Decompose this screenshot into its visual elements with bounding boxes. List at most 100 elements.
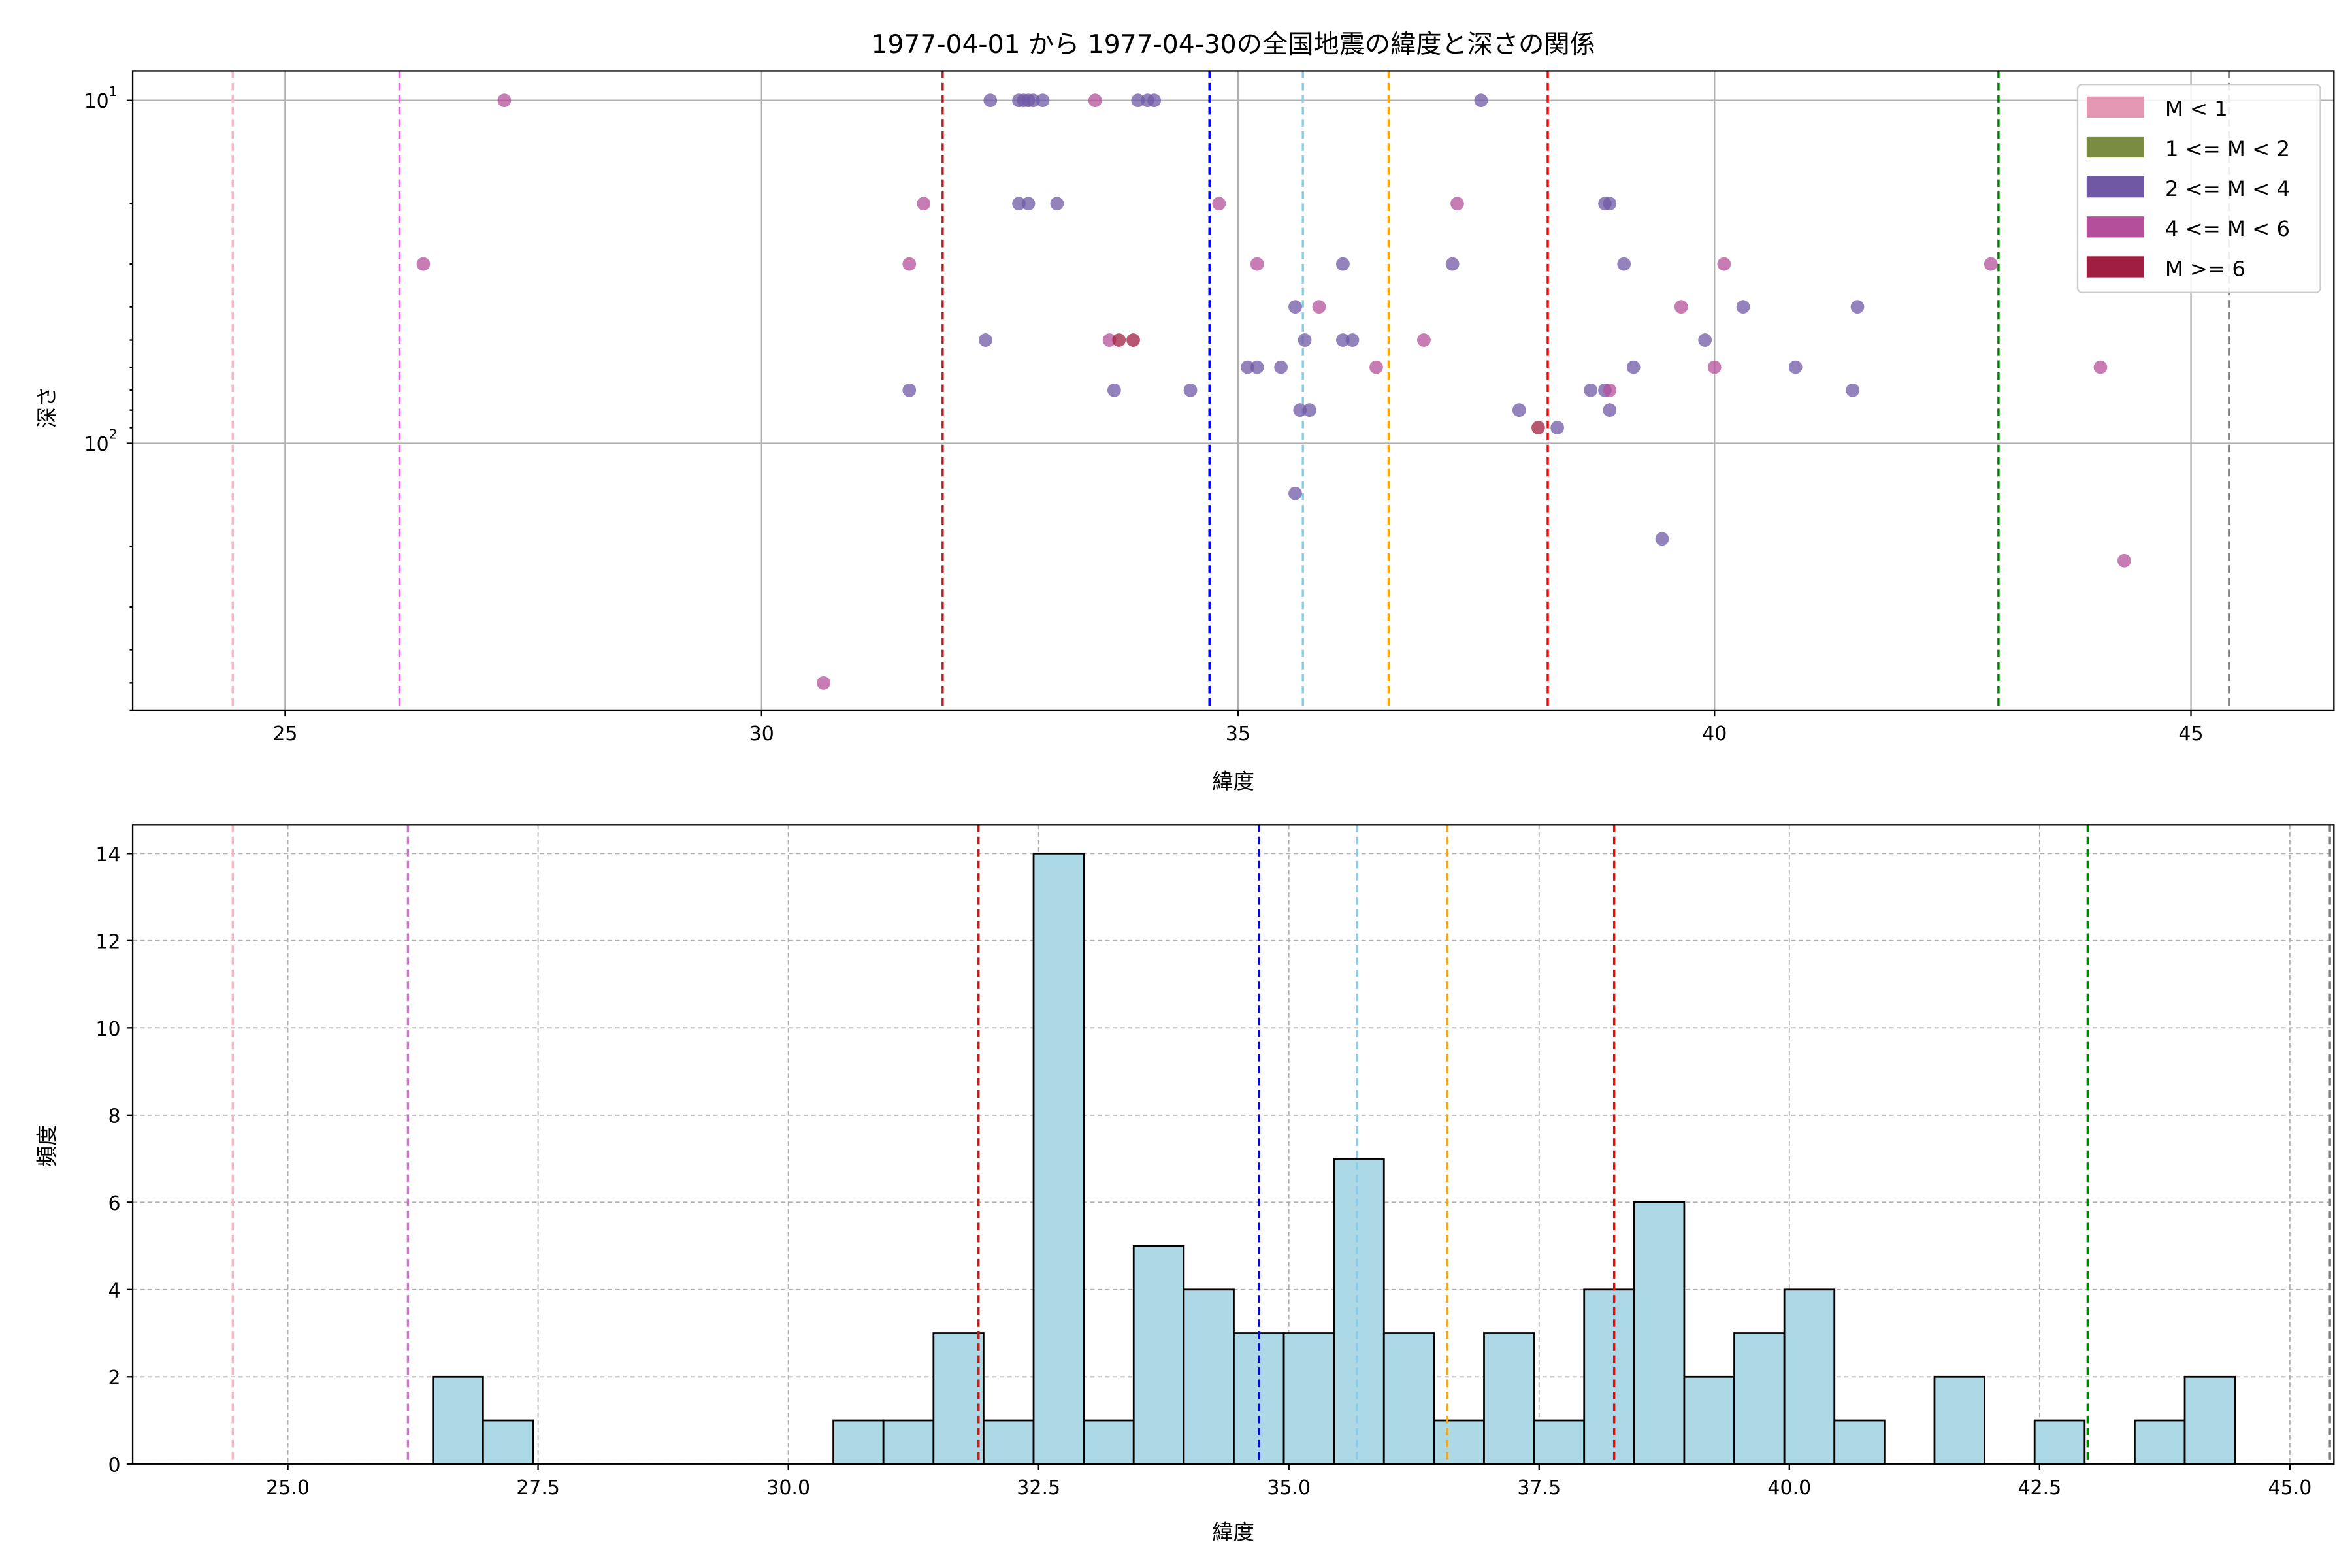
data-point (1050, 197, 1064, 211)
y-tick-label: 12 (95, 930, 120, 953)
histogram-bar (882, 1419, 935, 1465)
histogram-bar (1833, 1419, 1886, 1465)
histogram-bar (1382, 1332, 1435, 1465)
legend-label: 2 <= M < 4 (2165, 176, 2290, 201)
x-tick-label: 35 (1226, 723, 1250, 745)
data-point (1026, 93, 1040, 108)
data-point (1984, 257, 1998, 271)
legend-label: M >= 6 (2165, 256, 2246, 281)
y-tick-exponent: 2 (108, 427, 117, 442)
data-point (1450, 197, 1464, 211)
plot-frame (131, 70, 2335, 711)
x-tick-label: 35.0 (1267, 1477, 1311, 1499)
data-point (1112, 333, 1126, 347)
data-point (1617, 257, 1631, 271)
histogram-bar (1183, 1288, 1235, 1465)
data-point (1603, 403, 1617, 417)
data-point (1088, 93, 1102, 108)
histogram-plot: 25.0 27.5 30.0 32.5 35.0 37.5 40.0 42.5 45.0 0 2 4 6… (95, 824, 2335, 1499)
histogram-bar (2134, 1419, 2186, 1465)
data-point (1102, 333, 1117, 347)
data-point (1512, 403, 1526, 417)
legend-swatch (2086, 176, 2144, 198)
data-point (1603, 383, 1617, 397)
x-tick-label: 45.0 (2268, 1477, 2311, 1499)
data-point (1336, 333, 1350, 347)
data-point (1288, 486, 1302, 500)
histogram-bar (1633, 1201, 1686, 1465)
histogram-bar (1333, 1158, 1385, 1465)
data-point (1345, 333, 1360, 347)
data-point (1107, 383, 1121, 397)
data-point (1250, 360, 1264, 374)
data-point (1655, 532, 1669, 546)
bottom-x-label: 緯度 (1212, 1520, 1254, 1544)
data-point (1717, 257, 1731, 271)
data-point (1298, 333, 1312, 347)
data-point (1212, 197, 1226, 211)
data-point (1036, 93, 1050, 108)
data-point (1474, 93, 1488, 108)
y-tick-label: 8 (108, 1105, 121, 1128)
x-tick-label: 30.0 (766, 1477, 810, 1499)
histogram-bar (1783, 1288, 1836, 1465)
data-point (1336, 257, 1350, 271)
y-tick-label: 4 (108, 1279, 121, 1302)
data-point (1126, 333, 1140, 347)
histogram-bar (1733, 1332, 1786, 1465)
histogram-bar (482, 1419, 534, 1465)
x-tick-label: 42.5 (2017, 1477, 2061, 1499)
top-x-label: 緯度 (1212, 769, 1254, 794)
data-point (1445, 257, 1460, 271)
data-point (1788, 360, 1803, 374)
legend: M < 1 1 <= M < 2 2 <= M < 4 4 <= M < 6 M >= … (2076, 84, 2321, 293)
plot-frame (131, 824, 2335, 1465)
histogram-bar (1132, 1245, 1185, 1465)
histogram-bar (932, 1332, 985, 1465)
legend-label: 1 <= M < 2 (2165, 137, 2290, 161)
data-point (1021, 197, 1036, 211)
legend-label: 4 <= M < 6 (2165, 216, 2290, 241)
data-point (1250, 257, 1264, 271)
x-tick-label: 25 (272, 723, 297, 745)
y-tick-base: 10 (84, 433, 109, 456)
y-tick-label: 2 (108, 1367, 121, 1390)
histogram-bar (1083, 1419, 1135, 1465)
legend-label: M < 1 (2165, 97, 2228, 122)
data-point (817, 676, 830, 690)
data-point (1584, 383, 1598, 397)
data-point (1626, 360, 1641, 374)
histogram-bar (2033, 1419, 2086, 1465)
histogram-bar (1433, 1419, 1485, 1465)
legend-swatch (2086, 96, 2144, 118)
legend-swatch (2086, 216, 2144, 238)
histogram-bar (1282, 1332, 1335, 1465)
data-point (902, 257, 917, 271)
data-point (497, 93, 512, 108)
x-tick-label: 32.5 (1017, 1477, 1060, 1499)
histogram-bar (432, 1375, 484, 1465)
histogram-bar (1032, 852, 1085, 1465)
data-point (1369, 360, 1383, 374)
x-tick-label: 25.0 (266, 1477, 310, 1499)
data-point (1674, 300, 1688, 314)
top-y-label: 深さ (35, 386, 59, 429)
data-point (1531, 421, 1545, 434)
histogram-bar (1683, 1375, 1735, 1465)
chart-title: 1977-04-01 から 1977-04-30の全国地震の緯度と深さの関係 (872, 30, 1595, 59)
x-tick-label: 40 (1702, 723, 1727, 745)
x-tick-label: 40.0 (1767, 1477, 1811, 1499)
x-tick-label: 45 (2178, 723, 2203, 745)
data-point (2093, 360, 2108, 374)
data-point (1183, 383, 1198, 397)
data-point (1302, 403, 1316, 417)
data-point (1736, 300, 1750, 314)
bottom-y-label: 頻度 (35, 1125, 59, 1168)
data-point (1147, 93, 1162, 108)
x-tick-label: 27.5 (516, 1477, 560, 1499)
x-tick-label: 37.5 (1517, 1477, 1561, 1499)
histogram-bar (2183, 1375, 2236, 1465)
histogram-bar (1533, 1419, 1586, 1465)
